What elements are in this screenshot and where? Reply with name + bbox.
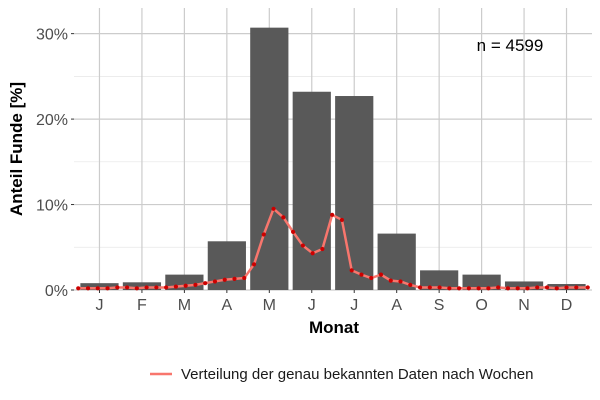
x-axis-title: Monat xyxy=(309,318,359,337)
bar-6 xyxy=(292,91,331,290)
weekly-point xyxy=(437,285,442,290)
weekly-point xyxy=(310,251,315,256)
weekly-point xyxy=(164,285,169,290)
weekly-point xyxy=(271,206,276,211)
weekly-point xyxy=(466,286,471,291)
weekly-point xyxy=(457,286,462,291)
weekly-point xyxy=(203,281,208,286)
y-tick-label: 0% xyxy=(45,283,68,300)
weekly-point xyxy=(535,285,540,290)
weekly-point xyxy=(173,284,179,289)
weekly-point xyxy=(144,285,149,290)
x-tick-label: J xyxy=(95,297,103,314)
y-tick-label: 20% xyxy=(36,112,68,129)
weekly-point xyxy=(564,285,569,290)
weekly-point xyxy=(154,285,159,290)
weekly-point xyxy=(417,285,423,290)
bar-5 xyxy=(250,27,289,291)
weekly-point xyxy=(212,279,218,284)
bar-2 xyxy=(122,282,162,290)
x-tick-label: A xyxy=(222,297,233,314)
weekly-point xyxy=(398,279,403,284)
weekly-point xyxy=(232,276,237,281)
y-tick-label: 10% xyxy=(36,198,68,215)
weekly-point xyxy=(574,285,579,290)
weekly-point xyxy=(261,232,266,237)
annotation-n: n = 4599 xyxy=(477,36,544,55)
weekly-point xyxy=(124,285,130,290)
legend-label: Verteilung der genau bekannten Daten nac… xyxy=(181,366,534,383)
x-tick-label: S xyxy=(434,297,445,314)
weekly-point xyxy=(339,217,345,223)
weekly-point xyxy=(388,278,393,283)
bars xyxy=(80,27,586,291)
bar-1 xyxy=(80,283,119,290)
weekly-point xyxy=(134,286,139,291)
weekly-point xyxy=(554,286,559,291)
y-axis: 0% 10% 20% 30% xyxy=(36,27,74,300)
x-tick-label: M xyxy=(263,297,276,314)
weekly-point xyxy=(505,286,511,291)
weekly-point xyxy=(105,286,110,291)
x-tick-label: O xyxy=(475,297,487,314)
weekly-point xyxy=(320,246,325,252)
plot-background xyxy=(74,8,592,290)
weekly-point xyxy=(544,285,550,290)
weekly-point xyxy=(486,286,491,291)
legend: Verteilung der genau bekannten Daten nac… xyxy=(150,366,534,383)
x-tick-label: N xyxy=(518,297,530,314)
weekly-point xyxy=(349,268,354,273)
y-axis-title: Anteil Funde [%] xyxy=(7,82,26,216)
y-tick-label: 30% xyxy=(36,27,68,44)
bar-7 xyxy=(335,96,374,290)
weekly-point xyxy=(427,285,432,290)
weekly-point xyxy=(359,272,364,277)
weekly-point xyxy=(251,262,257,267)
weekly-point xyxy=(300,243,305,248)
weekly-point xyxy=(193,282,198,287)
x-tick-label: F xyxy=(137,297,147,314)
x-tick-label: J xyxy=(308,297,316,314)
weekly-point xyxy=(476,286,481,291)
weekly-point xyxy=(115,285,120,290)
weekly-point xyxy=(95,286,100,291)
weekly-point xyxy=(85,286,91,291)
x-tick-label: A xyxy=(391,297,402,314)
x-tick-label: D xyxy=(561,297,573,314)
bar-11 xyxy=(504,281,544,290)
weekly-point xyxy=(515,286,520,291)
weekly-point xyxy=(496,285,501,290)
bar-9 xyxy=(420,270,459,290)
weekly-point xyxy=(76,286,81,291)
x-tick-label: J xyxy=(350,297,358,314)
weekly-point xyxy=(369,275,374,281)
weekly-point xyxy=(222,277,227,282)
weekly-point xyxy=(290,229,296,234)
weekly-point xyxy=(378,272,384,277)
weekly-points xyxy=(76,206,590,291)
bar-10 xyxy=(462,274,501,290)
weekly-point xyxy=(525,286,530,291)
grid-minor xyxy=(74,76,592,248)
weekly-point xyxy=(447,286,452,291)
weekly-point xyxy=(281,215,286,220)
weekly-point xyxy=(585,285,590,290)
weekly-point xyxy=(330,212,335,217)
x-tick-label: M xyxy=(178,297,191,314)
weekly-point xyxy=(242,275,247,281)
weekly-point xyxy=(408,282,413,287)
weekly-point xyxy=(183,283,188,288)
